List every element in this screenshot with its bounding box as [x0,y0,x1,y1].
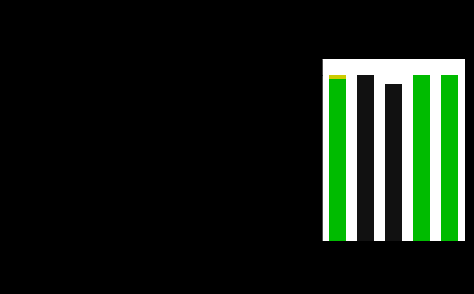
Y-axis label: Percent of cells: Percent of cells [283,118,292,182]
Text: E: E [318,40,326,53]
Bar [357,75,374,241]
Bar [385,233,402,241]
Bar [329,75,346,79]
Bar [441,75,458,241]
Bar [413,75,430,241]
Bar [385,84,402,241]
Bar [329,79,346,241]
